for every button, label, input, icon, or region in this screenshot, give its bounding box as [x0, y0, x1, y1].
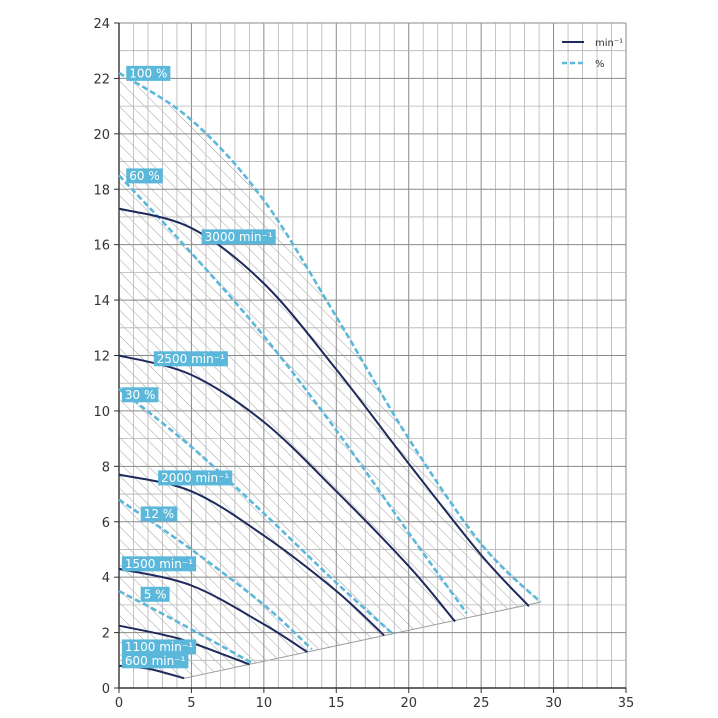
- series-label: 60 %: [126, 168, 163, 184]
- y-tick-label: 18: [93, 183, 110, 198]
- y-tick-label: 4: [102, 571, 110, 586]
- series-label-text: 30 %: [125, 388, 156, 402]
- series-label-text: 1500 min⁻¹: [125, 557, 193, 571]
- series-label-bg: [153, 351, 228, 367]
- speed-curve-25001: [118, 354, 456, 623]
- x-tick-label: 30: [545, 696, 562, 711]
- efficiency-curve-100: [118, 71, 542, 604]
- series-label-text: 100 %: [129, 66, 167, 80]
- x-tick-label: 10: [256, 696, 273, 711]
- series-label-text: 600 min⁻¹: [125, 654, 186, 668]
- series-label-bg: [201, 229, 276, 245]
- speed-curve-30001: [118, 207, 530, 607]
- legend-label: %: [595, 59, 605, 70]
- series-label: 1500 min⁻¹: [121, 556, 197, 572]
- operating-region: [119, 72, 541, 679]
- x-tick-label: 15: [328, 696, 345, 711]
- series-label: 600 min⁻¹: [121, 653, 189, 669]
- series-label-text: 3000 min⁻¹: [205, 230, 273, 244]
- y-tick-label: 22: [93, 72, 110, 87]
- y-tick-label: 16: [93, 239, 110, 254]
- x-tick-label: 25: [473, 696, 490, 711]
- series-label-bg: [126, 65, 171, 81]
- legend-label: min⁻¹: [595, 38, 623, 49]
- series-label: 12 %: [140, 506, 178, 522]
- legend: min⁻¹%: [562, 38, 623, 70]
- series-label: 1100 min⁻¹: [121, 639, 197, 655]
- x-tick-label: 0: [115, 696, 123, 711]
- series-label: 2500 min⁻¹: [153, 351, 228, 367]
- series-label: 2000 min⁻¹: [158, 470, 233, 486]
- series-label: 3000 min⁻¹: [201, 229, 276, 245]
- series-label-text: 2500 min⁻¹: [157, 352, 225, 366]
- series-label-text: 2000 min⁻¹: [161, 471, 229, 485]
- x-tick-label: 20: [400, 696, 417, 711]
- series-label-text: 5 %: [144, 587, 167, 601]
- efficiency-curve-60: [118, 174, 468, 614]
- efficiency-curve-30: [118, 387, 393, 634]
- series-label-bg: [121, 387, 159, 403]
- series-label-bg: [126, 168, 163, 184]
- y-tick-label: 10: [93, 405, 110, 420]
- series-label-bg: [140, 506, 178, 522]
- x-tick-label: 35: [618, 696, 635, 711]
- efficiency-curve-5: [118, 589, 253, 665]
- speed-curve-11001: [118, 624, 250, 666]
- series-label-bg: [121, 639, 197, 655]
- y-tick-label: 6: [102, 516, 110, 531]
- y-tick-label: 12: [93, 350, 110, 365]
- y-tick-label: 24: [93, 17, 110, 32]
- series-label-bg: [121, 556, 197, 572]
- series-label-bg: [158, 470, 233, 486]
- x-tick-label: 5: [187, 696, 195, 711]
- series-label-text: 60 %: [129, 169, 160, 183]
- series-label-text: 1100 min⁻¹: [125, 640, 193, 654]
- series-label-bg: [140, 586, 170, 602]
- series-label-text: 12 %: [144, 507, 175, 521]
- y-tick-label: 20: [93, 128, 110, 143]
- series-label-bg: [121, 653, 189, 669]
- series-label: 100 %: [126, 65, 171, 81]
- series-label: 5 %: [140, 586, 170, 602]
- y-tick-label: 2: [102, 627, 110, 642]
- y-tick-label: 14: [93, 294, 110, 309]
- y-tick-label: 8: [102, 460, 110, 475]
- series-label: 30 %: [121, 387, 159, 403]
- speed-curve-15001: [118, 567, 308, 653]
- y-tick-label: 0: [102, 682, 110, 697]
